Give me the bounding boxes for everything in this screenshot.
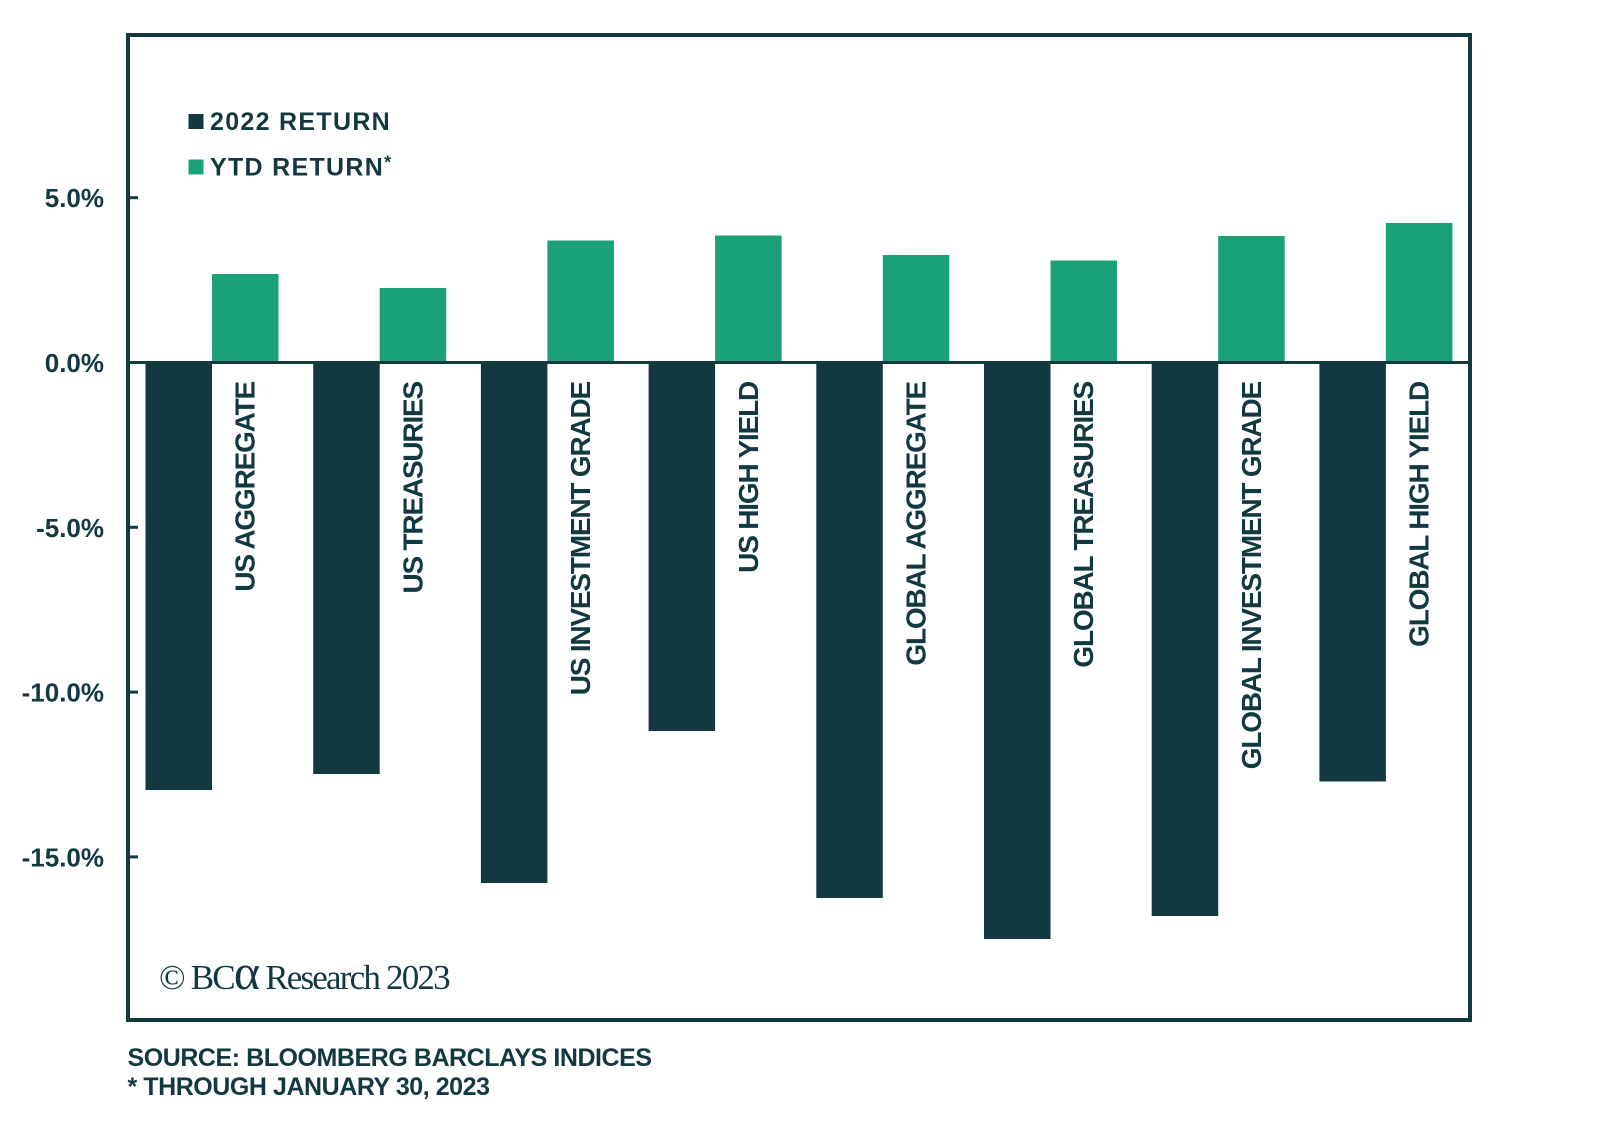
svg-text:0.0%: 0.0% [45,348,104,378]
svg-text:YTD RETURN*: YTD RETURN* [210,153,392,182]
svg-text:-5.0%: -5.0% [36,513,104,543]
svg-text:2022 RETURN: 2022 RETURN [210,108,391,136]
svg-text:GLOBAL AGGREGATE: GLOBAL AGGREGATE [901,381,932,665]
svg-text:GLOBAL TREASURIES: GLOBAL TREASURIES [1068,381,1099,667]
svg-text:US TREASURIES: US TREASURIES [397,381,428,593]
svg-text:US HIGH YIELD: US HIGH YIELD [733,381,764,573]
svg-text:GLOBAL HIGH YIELD: GLOBAL HIGH YIELD [1404,381,1435,647]
svg-text:-10.0%: -10.0% [22,678,104,708]
svg-text:* THROUGH JANUARY 30, 2023: * THROUGH JANUARY 30, 2023 [128,1073,490,1101]
svg-text:5.0%: 5.0% [45,183,104,213]
svg-text:GLOBAL INVESTMENT GRADE: GLOBAL INVESTMENT GRADE [1236,381,1267,769]
svg-text:-15.0%: -15.0% [22,842,104,872]
svg-text:SOURCE: BLOOMBERG BARCLAYS IND: SOURCE: BLOOMBERG BARCLAYS INDICES [128,1044,652,1072]
svg-text:US INVESTMENT GRADE: US INVESTMENT GRADE [565,381,596,695]
svg-text:US AGGREGATE: US AGGREGATE [230,381,261,591]
